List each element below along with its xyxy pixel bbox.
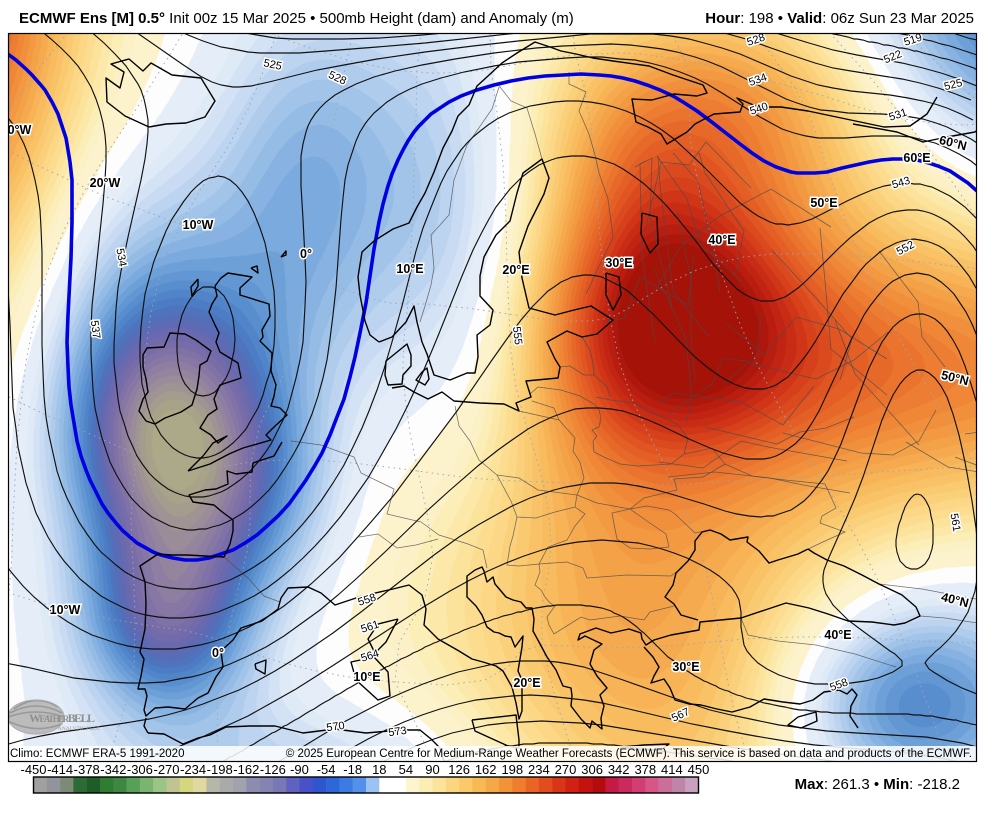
svg-text:WEATHERBELL: WEATHERBELL [29, 711, 95, 725]
svg-text:555: 555 [510, 326, 524, 346]
svg-text:20°E: 20°E [502, 263, 529, 277]
svg-text:10°E: 10°E [353, 670, 380, 684]
svg-text:40°E: 40°E [708, 233, 735, 247]
svg-text:525: 525 [262, 57, 282, 73]
svg-text:30°E: 30°E [605, 256, 632, 270]
svg-text:40°E: 40°E [824, 628, 851, 642]
svg-text:570: 570 [326, 720, 346, 734]
svg-text:20°E: 20°E [513, 676, 540, 690]
svg-text:537: 537 [88, 320, 102, 340]
svg-text:© 2025 European Centre for Med: © 2025 European Centre for Medium-Range … [286, 748, 972, 760]
svg-text:10°W: 10°W [183, 218, 214, 232]
svg-text:10°E: 10°E [396, 262, 423, 276]
svg-text:0°: 0° [300, 247, 312, 261]
svg-text:10°W: 10°W [50, 603, 81, 617]
svg-text:20°W: 20°W [90, 176, 121, 190]
svg-text:561: 561 [947, 512, 962, 532]
svg-text:0°: 0° [212, 646, 224, 660]
svg-text:534: 534 [113, 247, 128, 267]
svg-text:30°W: 30°W [1, 123, 32, 137]
svg-text:30°E: 30°E [672, 660, 699, 674]
svg-text:573: 573 [388, 725, 408, 739]
svg-text:60°E: 60°E [903, 151, 930, 165]
svg-text:ANALYTICS LLC: ANALYTICS LLC [58, 726, 101, 732]
svg-text:50°E: 50°E [810, 196, 837, 210]
svg-text:Climo: ECMWF ERA-5 1991-2020: Climo: ECMWF ERA-5 1991-2020 [10, 748, 184, 760]
svg-text:558: 558 [356, 592, 377, 609]
